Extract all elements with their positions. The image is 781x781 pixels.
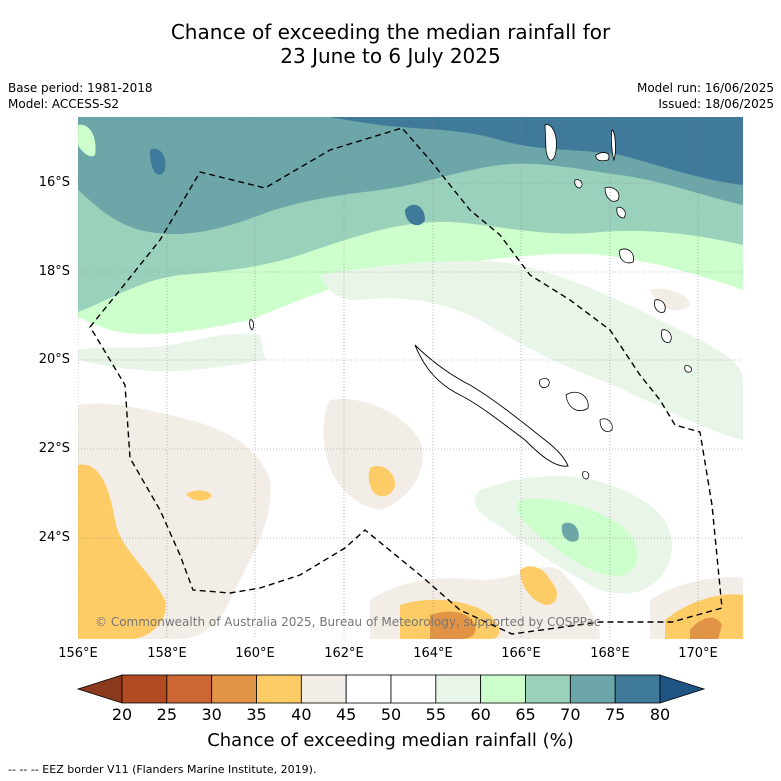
colorbar-extend-low bbox=[76, 674, 123, 704]
lon-label: 160°E bbox=[235, 646, 275, 661]
lon-label: 162°E bbox=[324, 646, 364, 661]
colorbar-label: Chance of exceeding median rainfall (%) bbox=[207, 730, 574, 751]
colorbar-segment bbox=[614, 674, 661, 704]
colorbar-tick-label: 80 bbox=[649, 705, 671, 724]
colorbar-tick-label: 65 bbox=[515, 705, 536, 724]
colorbar bbox=[76, 674, 706, 704]
colorbar-segment bbox=[211, 674, 257, 704]
colorbar-segment bbox=[300, 674, 347, 704]
colorbar-tick-label: 55 bbox=[425, 705, 446, 724]
colorbar-segment bbox=[256, 674, 302, 704]
lat-label: 24°S bbox=[38, 530, 70, 545]
colorbar-tick-label: 25 bbox=[156, 705, 177, 724]
eez-legend: -- -- -- EEZ border V11 (Flanders Marine… bbox=[8, 763, 317, 776]
chart-title-line2: 23 June to 6 July 2025 bbox=[280, 44, 501, 68]
colorbar-tick-label: 20 bbox=[111, 705, 133, 724]
colorbar-tick-label: 30 bbox=[201, 705, 222, 724]
model-run: Model run: 16/06/2025 bbox=[636, 81, 774, 95]
colorbar-tick-label: 70 bbox=[560, 705, 581, 724]
colorbar-tick-label: 40 bbox=[291, 705, 312, 724]
colorbar-segment bbox=[480, 674, 526, 704]
colorbar-tick-label: 50 bbox=[380, 705, 402, 724]
lat-label: 22°S bbox=[38, 441, 70, 456]
colorbar-segment bbox=[435, 674, 482, 704]
eez-border bbox=[89, 127, 723, 635]
lon-label: 156°E bbox=[58, 646, 98, 661]
colorbar-tick-label: 60 bbox=[470, 705, 491, 724]
colorbar-extend-high bbox=[659, 674, 706, 704]
model-name: Model: ACCESS-S2 bbox=[8, 97, 120, 111]
copyright-text: © Commonwealth of Australia 2025, Bureau… bbox=[95, 615, 601, 629]
colorbar-segment bbox=[166, 674, 213, 704]
lon-label: 166°E bbox=[501, 646, 541, 661]
base-period: Base period: 1981-2018 bbox=[8, 81, 153, 95]
issued-date: Issued: 18/06/2025 bbox=[658, 97, 774, 111]
colorbar-tick-label: 75 bbox=[604, 705, 626, 724]
probability-field bbox=[78, 117, 743, 639]
colorbar-segment bbox=[345, 674, 392, 704]
colorbar-segment bbox=[569, 674, 616, 704]
lon-label: 158°E bbox=[147, 646, 187, 661]
colorbar-segment bbox=[121, 674, 168, 704]
lon-label: 164°E bbox=[413, 646, 453, 661]
colorbar-tick-label: 45 bbox=[335, 705, 357, 724]
colorbar-segment bbox=[390, 674, 437, 704]
lon-label: 168°E bbox=[590, 646, 630, 661]
lat-label: 20°S bbox=[38, 352, 70, 367]
colorbar-tick-label: 35 bbox=[246, 705, 267, 724]
chart-title-line1: Chance of exceeding the median rainfall … bbox=[170, 20, 611, 44]
colorbar-segment bbox=[525, 674, 571, 704]
lon-label: 170°E bbox=[678, 646, 718, 661]
lat-label: 16°S bbox=[38, 175, 70, 190]
lat-label: 18°S bbox=[38, 264, 70, 279]
